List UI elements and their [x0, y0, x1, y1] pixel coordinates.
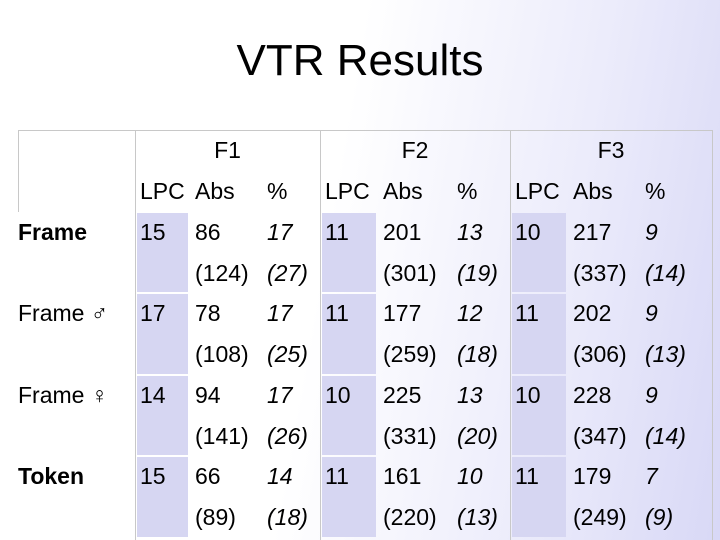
lpc-shade [512, 213, 566, 293]
lpc-shade [137, 375, 188, 456]
abs-total: (259) [383, 341, 437, 368]
abs-value: 228 [573, 381, 612, 408]
abs-value: 78 [195, 300, 221, 327]
abs-value: 202 [573, 300, 612, 327]
slide-title: VTR Results [236, 36, 484, 85]
lpc-shade [512, 457, 566, 537]
percent-value: 7 [645, 463, 658, 490]
table-rule [18, 130, 19, 212]
abs-total: (337) [573, 259, 627, 286]
column-header: % [267, 178, 288, 204]
column-header: Abs [383, 178, 423, 204]
lpc-shade [322, 375, 376, 456]
column-header: Abs [195, 178, 235, 204]
table-rule [712, 130, 713, 540]
lpc-shade [322, 213, 376, 293]
lpc-shade [137, 213, 188, 293]
column-header: LPC [515, 178, 560, 204]
lpc-value: 11 [515, 463, 539, 490]
abs-total: (108) [195, 341, 249, 368]
abs-value: 201 [383, 219, 422, 245]
percent-value: 12 [457, 300, 483, 327]
lpc-shade [137, 457, 188, 537]
lpc-shade [512, 294, 566, 374]
abs-total: (89) [195, 503, 236, 530]
lpc-value: 10 [325, 381, 351, 408]
percent-total: (20) [457, 422, 498, 449]
lpc-value: 17 [140, 300, 166, 327]
percent-value: 9 [645, 300, 658, 327]
group-header: F2 [401, 137, 429, 163]
percent-value: 14 [267, 463, 293, 490]
column-header: LPC [325, 178, 370, 204]
percent-total: (26) [267, 422, 308, 449]
lpc-shade [512, 375, 566, 456]
percent-value: 9 [645, 219, 658, 245]
abs-value: 177 [383, 300, 422, 327]
percent-value: 17 [267, 381, 293, 408]
abs-value: 217 [573, 219, 612, 245]
table-rule [135, 130, 136, 540]
percent-value: 9 [645, 381, 658, 408]
row-label: Token [18, 463, 85, 490]
lpc-value: 15 [140, 463, 166, 490]
abs-total: (306) [573, 341, 627, 368]
percent-total: (18) [267, 503, 308, 530]
percent-total: (18) [457, 341, 498, 368]
group-header: F1 [214, 137, 241, 163]
column-header: LPC [140, 178, 185, 204]
percent-value: 17 [267, 219, 293, 245]
lpc-shade [322, 294, 376, 374]
column-header: Abs [573, 178, 613, 204]
percent-value: 17 [267, 300, 293, 327]
table-rule [320, 130, 321, 540]
lpc-value: 10 [515, 381, 541, 408]
abs-value: 94 [195, 381, 221, 408]
percent-total: (13) [645, 341, 686, 368]
percent-total: (14) [645, 259, 686, 286]
percent-total: (14) [645, 422, 686, 449]
percent-value: 10 [457, 463, 483, 490]
table-rule [510, 130, 511, 540]
lpc-shade [322, 457, 376, 537]
row-label: Frame ♂ [18, 300, 109, 327]
abs-total: (249) [573, 503, 627, 530]
lpc-value: 15 [140, 219, 166, 245]
lpc-value: 11 [325, 300, 349, 327]
percent-total: (25) [267, 341, 308, 368]
row-label: Frame [18, 219, 88, 245]
lpc-shade [137, 294, 188, 374]
lpc-value: 14 [140, 381, 166, 408]
row-label: Frame ♀ [18, 381, 109, 408]
percent-value: 13 [457, 381, 483, 408]
table-rule [18, 130, 712, 131]
percent-total: (27) [267, 259, 308, 286]
abs-value: 225 [383, 381, 422, 408]
abs-total: (331) [383, 422, 437, 449]
lpc-value: 11 [325, 463, 349, 490]
lpc-value: 10 [515, 219, 541, 245]
abs-total: (141) [195, 422, 249, 449]
lpc-value: 11 [515, 300, 539, 327]
percent-value: 13 [457, 219, 483, 245]
percent-total: (9) [645, 503, 674, 530]
abs-total: (220) [383, 503, 437, 530]
abs-total: (347) [573, 422, 627, 449]
abs-value: 86 [195, 219, 221, 245]
percent-total: (13) [457, 503, 498, 530]
abs-value: 161 [383, 463, 422, 490]
column-header: % [457, 178, 478, 204]
abs-total: (124) [195, 259, 249, 286]
abs-value: 66 [195, 463, 221, 490]
abs-total: (301) [383, 259, 437, 286]
percent-total: (19) [457, 259, 498, 286]
group-header: F3 [597, 137, 625, 163]
lpc-value: 11 [325, 219, 349, 245]
column-header: % [645, 178, 666, 204]
abs-value: 179 [573, 463, 612, 490]
